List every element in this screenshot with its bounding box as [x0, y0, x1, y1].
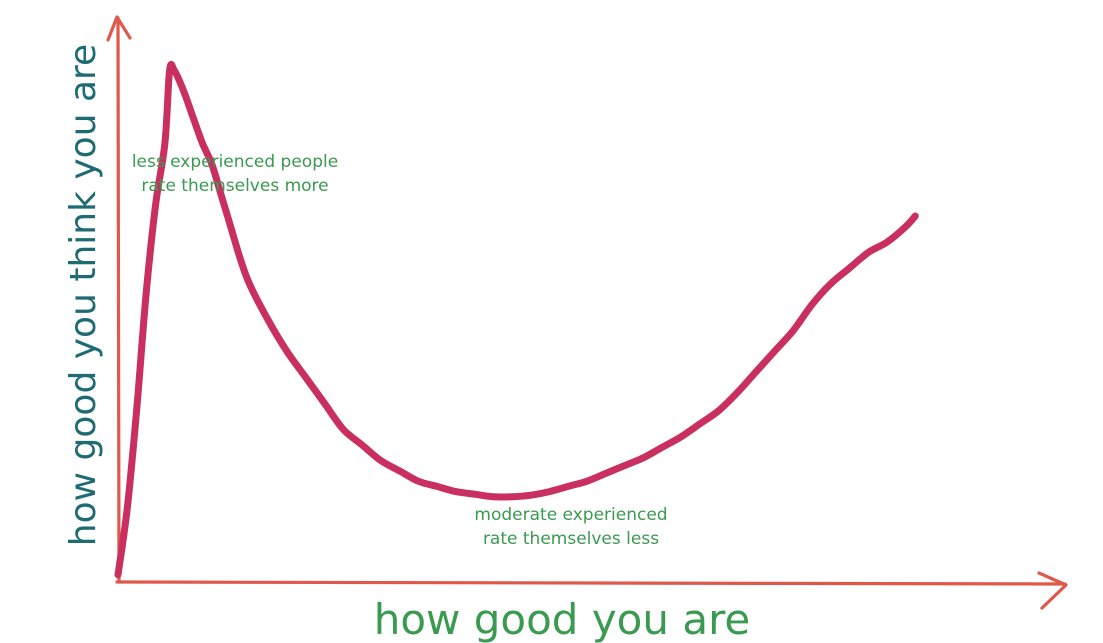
annotation-line: rate themselves less: [483, 529, 659, 549]
annotation-line: less experienced people: [132, 152, 338, 172]
axes: [106, 15, 1068, 610]
y-axis-arrowhead: [106, 15, 132, 42]
x-axis-label: how good you are: [374, 595, 751, 643]
y-axis: [116, 16, 121, 584]
series-line: [114, 60, 919, 579]
y-axis-label: how good you think you are: [63, 44, 104, 546]
series-layer: [114, 60, 919, 579]
x-axis-arrowhead: [1037, 571, 1068, 610]
annotation-less-experienced: less experienced people rate themselves …: [132, 152, 338, 196]
annotation-line: moderate experienced: [474, 505, 667, 525]
annotation-moderate-experienced: moderate experienced rate themselves les…: [474, 505, 667, 549]
x-axis: [115, 580, 1067, 586]
annotation-line: rate themselves more: [141, 176, 328, 196]
